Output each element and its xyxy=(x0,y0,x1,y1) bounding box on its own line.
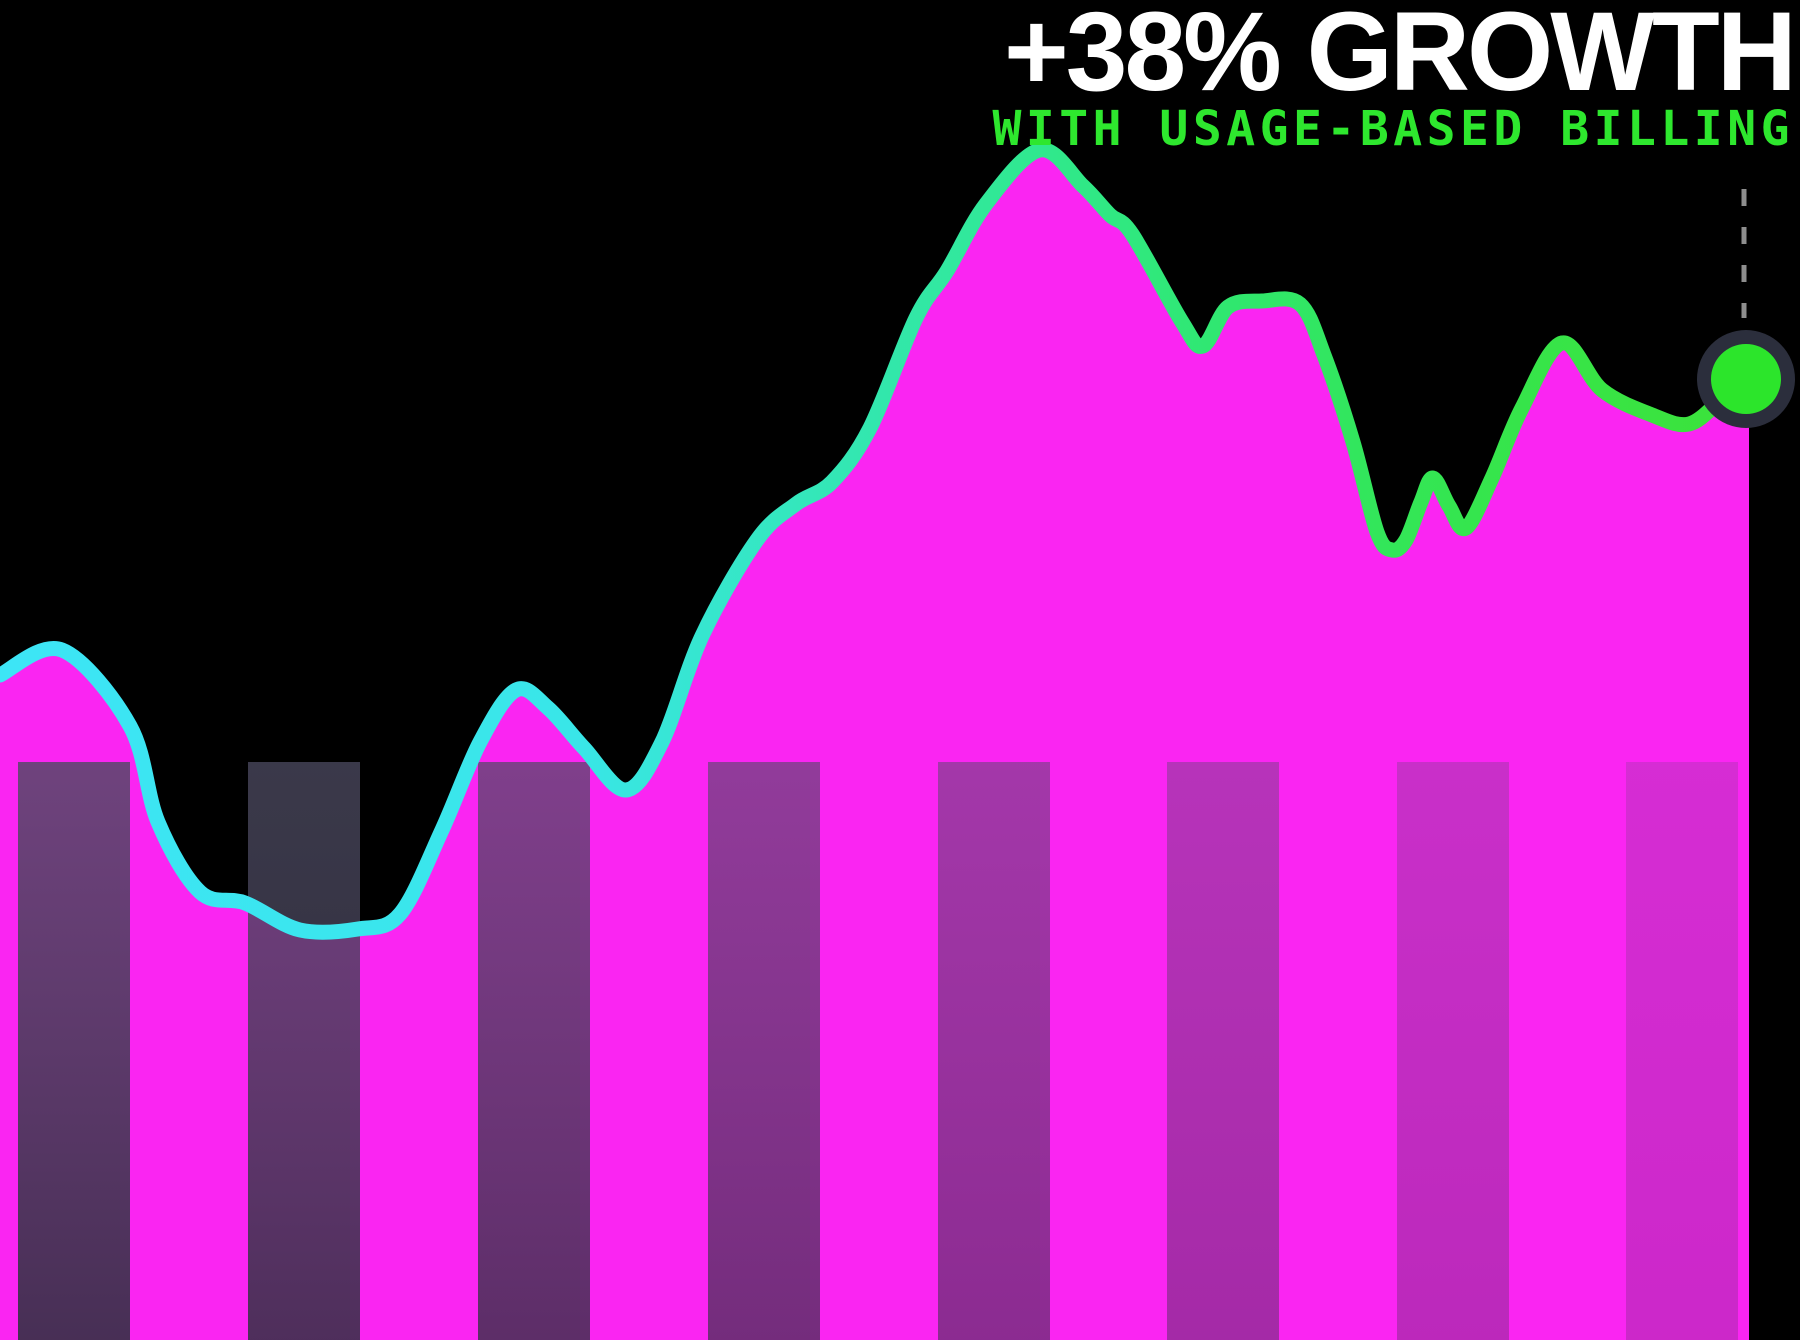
bar-3 xyxy=(478,762,590,1340)
bar-8 xyxy=(1626,762,1738,1340)
bar-6 xyxy=(1167,762,1279,1340)
growth-trend-line xyxy=(0,142,1757,940)
bar-5 xyxy=(938,762,1050,1340)
growth-headline: +38% GROWTH xyxy=(1004,0,1797,114)
endpoint-marker-dot xyxy=(1711,344,1781,414)
bar-2 xyxy=(248,762,360,1340)
bar-7 xyxy=(1397,762,1509,1340)
revenue-area-fill xyxy=(0,149,1749,1340)
bar-4 xyxy=(708,762,820,1340)
usage-based-billing-subtitle: WITH USAGE-BASED BILLING xyxy=(992,101,1794,157)
bar-1 xyxy=(18,762,130,1340)
legacy-billing-bars xyxy=(18,762,1738,1340)
